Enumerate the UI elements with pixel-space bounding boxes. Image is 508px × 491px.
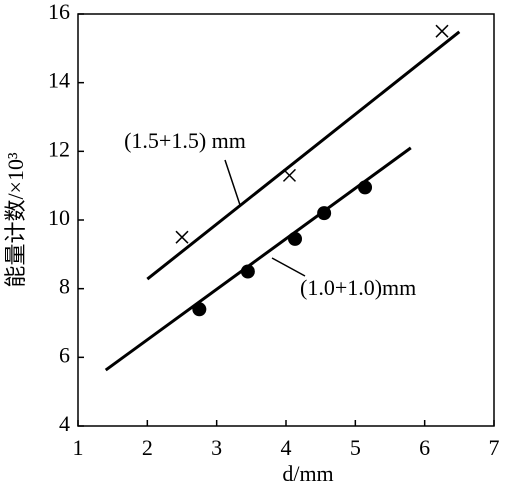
x-tick-label: 5	[350, 435, 361, 460]
data-point	[175, 230, 189, 244]
plot-frame	[77, 13, 495, 427]
data-point	[240, 264, 255, 279]
fit-line	[146, 30, 461, 281]
x-tick-label: 6	[419, 435, 430, 460]
y-tick-label: 8	[59, 274, 70, 299]
y-tick-label: 16	[48, 0, 70, 24]
data-point	[288, 231, 303, 246]
label-leader	[271, 257, 306, 277]
series-label: (1.5+1.5) mm	[124, 128, 246, 153]
x-tick-label: 1	[73, 435, 84, 460]
data-point	[358, 180, 373, 195]
x-tick-label: 7	[489, 435, 500, 460]
data-point	[317, 206, 332, 221]
y-tick-label: 4	[59, 411, 70, 436]
data-point	[282, 168, 296, 182]
y-axis-label: 能量计数/×10³	[3, 152, 28, 288]
data-point	[192, 302, 207, 317]
y-tick-label: 6	[59, 342, 70, 367]
x-tick-label: 2	[142, 435, 153, 460]
series-label: (1.0+1.0)mm	[300, 275, 416, 300]
y-tick-label: 14	[48, 68, 70, 93]
label-leader	[224, 159, 241, 206]
y-tick-label: 10	[48, 205, 70, 230]
x-tick-label: 4	[281, 435, 292, 460]
x-tick-label: 3	[211, 435, 222, 460]
data-point	[435, 24, 449, 38]
x-axis-label: d/mm	[282, 461, 333, 486]
y-tick-label: 12	[48, 136, 70, 161]
